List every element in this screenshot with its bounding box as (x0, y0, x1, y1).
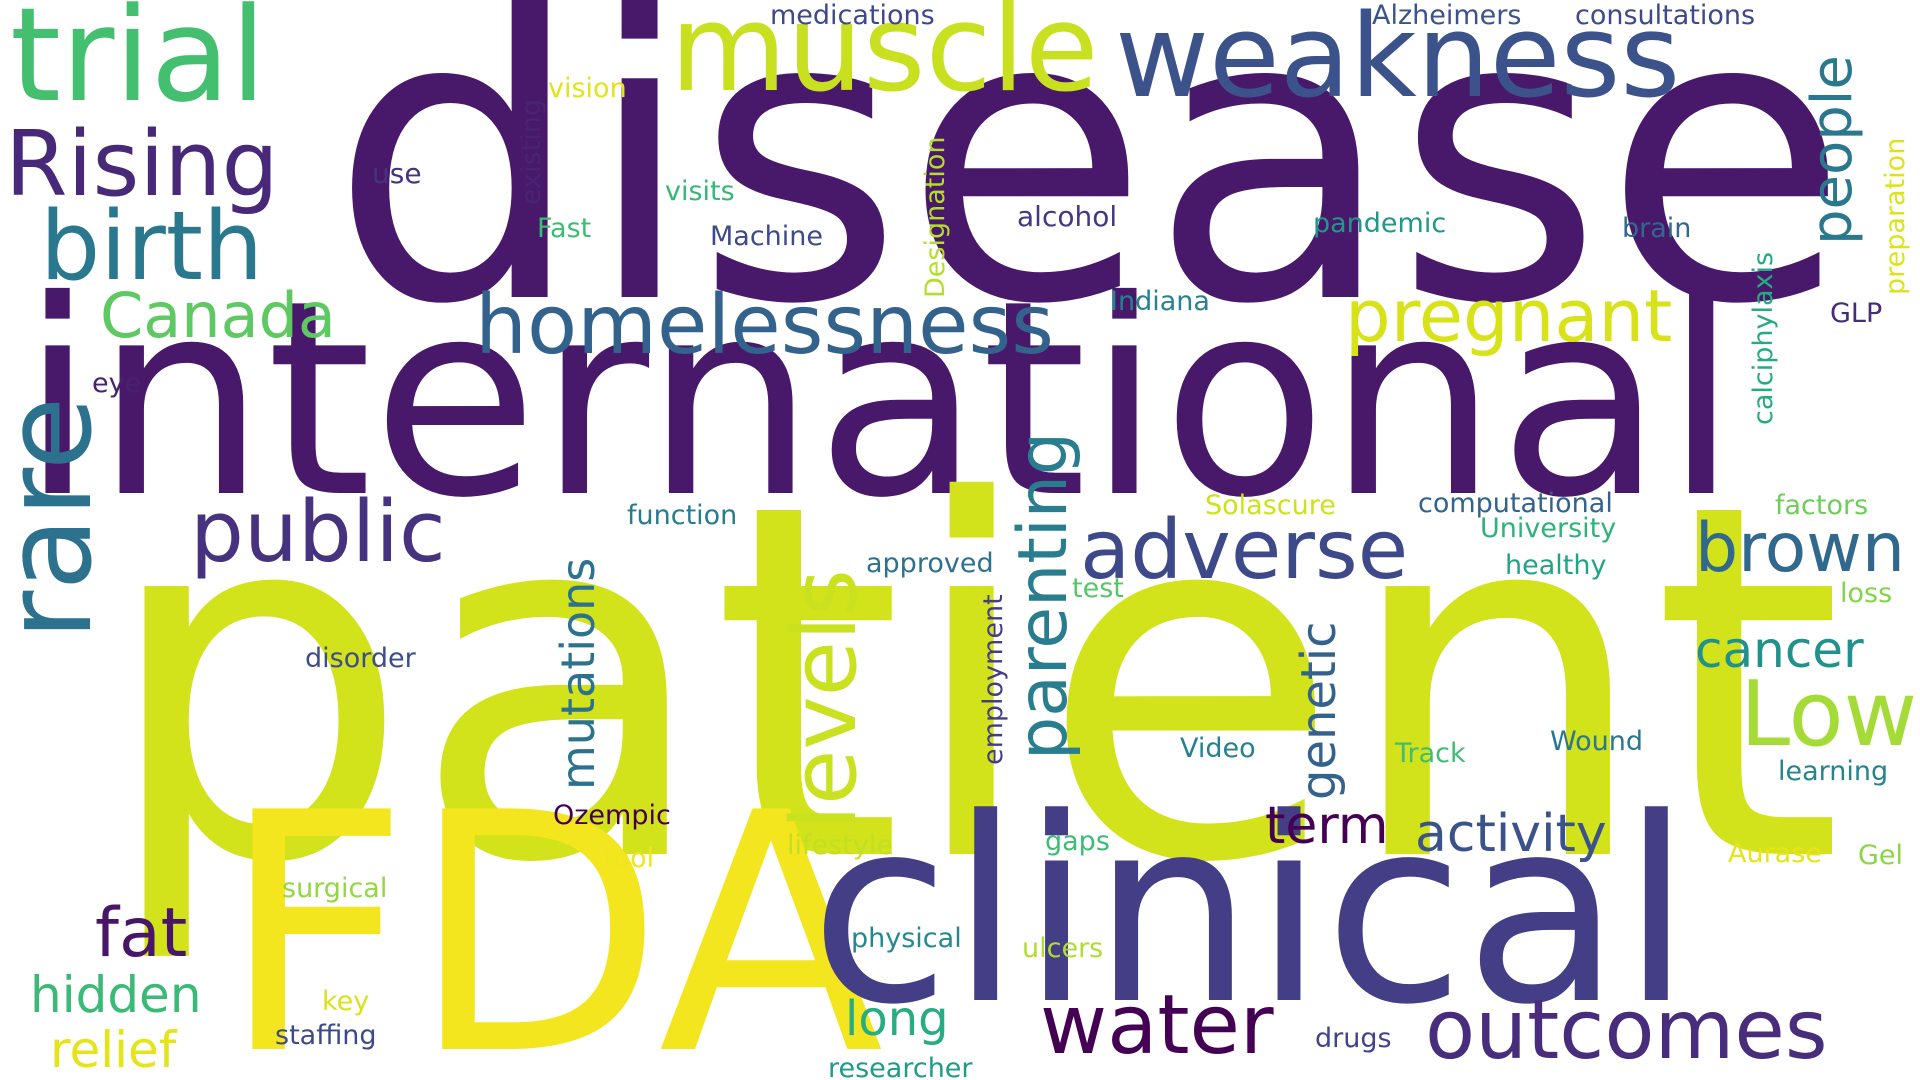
word-parenting: parenting (1004, 431, 1083, 760)
word-loss: loss (1840, 578, 1893, 609)
word-relief: relief (50, 1021, 177, 1079)
word-term: term (1265, 796, 1389, 856)
word-video: Video (1180, 733, 1256, 764)
word-ulcers: ulcers (1022, 933, 1104, 964)
word-vision: vision (548, 73, 627, 104)
word-factors: factors (1775, 490, 1869, 521)
word-patient: patient (100, 399, 1844, 970)
word-trial: trial (10, 0, 267, 131)
word-low: Low (1740, 662, 1918, 767)
word-machine: Machine (710, 221, 824, 252)
word-disorder: disorder (305, 643, 416, 674)
word-designation: Designation (920, 136, 951, 299)
word-alcohol: alcohol (1017, 200, 1118, 233)
word-pregnant: pregnant (1345, 274, 1673, 358)
word-gaps: gaps (1045, 826, 1110, 857)
word-approved: approved (866, 548, 994, 579)
word-indiana: Indiana (1110, 286, 1210, 317)
word-ozempic: Ozempic (553, 800, 671, 831)
word-muscle: muscle (670, 0, 1099, 119)
word-fda: FDA (220, 743, 884, 1080)
word-calciphylaxis: calciphylaxis (1748, 251, 1779, 425)
word-activity: activity (1415, 804, 1607, 864)
word-clinical: clinical (810, 764, 1692, 1061)
word-eye: eye (92, 368, 142, 399)
word-wound: Wound (1550, 726, 1643, 757)
word-long: long (845, 991, 949, 1047)
word-adverse: adverse (1080, 503, 1409, 598)
word-international: international (20, 242, 1739, 557)
word-glp: GLP (1830, 298, 1883, 329)
word-homelessness: homelessness (475, 278, 1055, 373)
word-levels: levels (772, 569, 877, 830)
word-use: use (372, 157, 422, 190)
word-people: people (1800, 55, 1865, 245)
word-drugs: drugs (1315, 1023, 1392, 1054)
word-researcher: researcher (828, 1053, 973, 1080)
word-rare: rare (0, 396, 119, 640)
word-brown: brown (1695, 509, 1905, 588)
word-employment: employment (978, 594, 1009, 765)
word-university: University (1480, 513, 1617, 544)
word-consultations: consultations (1575, 0, 1756, 31)
word-disease: disease (330, 0, 1850, 392)
word-learning: learning (1778, 756, 1889, 787)
word-visits: visits (665, 176, 735, 207)
word-surgical: surgical (282, 873, 388, 904)
word-pandemic: pandemic (1313, 208, 1447, 239)
word-test: test (1072, 573, 1124, 604)
word-cancer: cancer (1695, 621, 1864, 679)
word-existing: existing (516, 98, 547, 205)
word-mutations: mutations (551, 557, 605, 790)
word-track: Track (1395, 738, 1466, 769)
word-healthy: healthy (1505, 550, 1607, 581)
word-function: function (627, 500, 738, 531)
word-canada: Canada (100, 279, 336, 352)
word-hidden: hidden (30, 966, 202, 1024)
word-weakness: weakness (1115, 0, 1681, 124)
word-birth: birth (40, 192, 264, 302)
word-solascure: Solascure (1205, 490, 1336, 521)
word-gel: Gel (1858, 840, 1904, 871)
word-computational: computational (1418, 488, 1613, 519)
word-physical: physical (851, 923, 962, 954)
word-tool: tool (603, 843, 655, 874)
word-staffing: staffing (275, 1020, 377, 1051)
word-genetic: genetic (1291, 621, 1347, 801)
word-public: public (190, 483, 446, 582)
word-rising: Rising (5, 112, 279, 217)
word-fat: fat (95, 894, 188, 973)
word-outcomes: outcomes (1425, 983, 1828, 1078)
word-water: water (1040, 978, 1274, 1073)
word-key: key (322, 986, 370, 1017)
word-brain: brain (1622, 213, 1692, 244)
word-aurase: Aurase (1728, 838, 1822, 869)
word-lifestyle: lifestyle (787, 830, 893, 861)
word-medications: medications (770, 0, 935, 31)
word-preparation: preparation (1880, 137, 1911, 295)
word-fast: Fast (537, 213, 592, 244)
word-alzheimers: Alzheimers (1372, 0, 1522, 31)
